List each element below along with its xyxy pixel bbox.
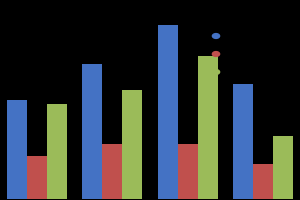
Bar	[47, 104, 67, 199]
Bar	[82, 64, 102, 199]
Bar	[102, 144, 122, 199]
Bar	[233, 84, 253, 199]
Bar	[178, 144, 198, 199]
Bar	[198, 56, 218, 199]
Bar	[158, 25, 178, 199]
Bar	[253, 164, 273, 199]
Bar	[273, 136, 293, 199]
Bar	[7, 100, 27, 199]
Bar	[27, 156, 47, 199]
Bar	[122, 90, 142, 199]
